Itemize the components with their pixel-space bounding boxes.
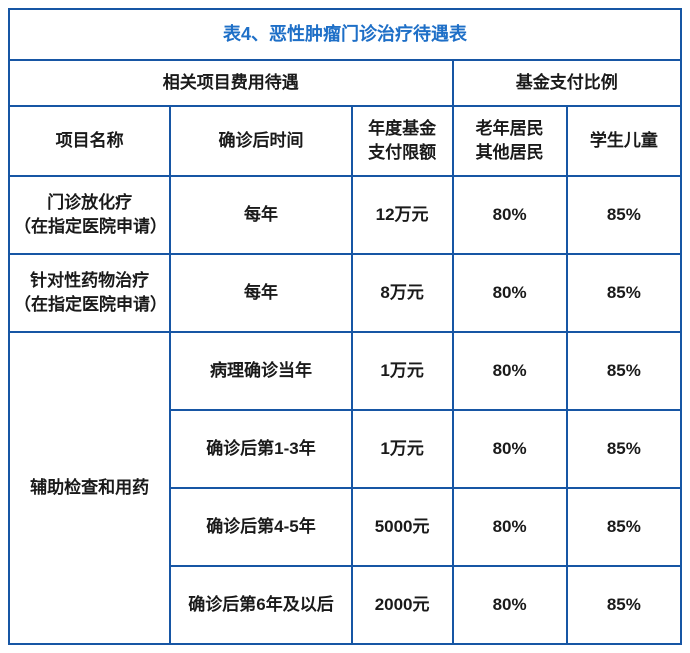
cell-limit: 2000元 bbox=[352, 566, 453, 644]
cell-time: 确诊后第1-3年 bbox=[170, 410, 351, 488]
header-elder-l2: 其他居民 bbox=[476, 143, 544, 162]
cell-elder: 80% bbox=[453, 566, 567, 644]
cell-time: 确诊后第6年及以后 bbox=[170, 566, 351, 644]
project-l2: （在指定医院申请） bbox=[14, 217, 167, 236]
cell-time: 确诊后第4-5年 bbox=[170, 488, 351, 566]
cell-time: 病理确诊当年 bbox=[170, 332, 351, 410]
header-limit-l2: 支付限额 bbox=[368, 143, 436, 162]
cell-project: 针对性药物治疗 （在指定医院申请） bbox=[9, 254, 170, 332]
treatment-table: 表4、恶性肿瘤门诊治疗待遇表 相关项目费用待遇 基金支付比例 项目名称 确诊后时… bbox=[8, 8, 682, 645]
table-title: 表4、恶性肿瘤门诊治疗待遇表 bbox=[9, 9, 681, 60]
cell-limit: 12万元 bbox=[352, 176, 453, 254]
header-elder: 老年居民 其他居民 bbox=[453, 106, 567, 176]
header-student: 学生儿童 bbox=[567, 106, 681, 176]
cell-elder: 80% bbox=[453, 176, 567, 254]
project-l2: （在指定医院申请） bbox=[14, 295, 167, 314]
project-l1: 针对性药物治疗 bbox=[30, 271, 149, 290]
header-limit: 年度基金 支付限额 bbox=[352, 106, 453, 176]
cell-student: 85% bbox=[567, 254, 681, 332]
cell-elder: 80% bbox=[453, 410, 567, 488]
table-row: 门诊放化疗 （在指定医院申请） 每年 12万元 80% 85% bbox=[9, 176, 681, 254]
cell-student: 85% bbox=[567, 566, 681, 644]
cell-project-merged: 辅助检查和用药 bbox=[9, 332, 170, 644]
cell-limit: 1万元 bbox=[352, 410, 453, 488]
table-row: 辅助检查和用药 病理确诊当年 1万元 80% 85% bbox=[9, 332, 681, 410]
cell-student: 85% bbox=[567, 332, 681, 410]
cell-elder: 80% bbox=[453, 332, 567, 410]
table-row: 针对性药物治疗 （在指定医院申请） 每年 8万元 80% 85% bbox=[9, 254, 681, 332]
header-group-right: 基金支付比例 bbox=[453, 60, 682, 106]
cell-elder: 80% bbox=[453, 488, 567, 566]
header-project: 项目名称 bbox=[9, 106, 170, 176]
cell-elder: 80% bbox=[453, 254, 567, 332]
cell-student: 85% bbox=[567, 410, 681, 488]
header-time: 确诊后时间 bbox=[170, 106, 351, 176]
cell-student: 85% bbox=[567, 488, 681, 566]
cell-student: 85% bbox=[567, 176, 681, 254]
cell-limit: 1万元 bbox=[352, 332, 453, 410]
cell-limit: 8万元 bbox=[352, 254, 453, 332]
header-limit-l1: 年度基金 bbox=[368, 119, 436, 138]
project-l1: 门诊放化疗 bbox=[47, 193, 132, 212]
cell-limit: 5000元 bbox=[352, 488, 453, 566]
header-elder-l1: 老年居民 bbox=[476, 119, 544, 138]
cell-time: 每年 bbox=[170, 254, 351, 332]
cell-project: 门诊放化疗 （在指定医院申请） bbox=[9, 176, 170, 254]
cell-time: 每年 bbox=[170, 176, 351, 254]
header-group-left: 相关项目费用待遇 bbox=[9, 60, 453, 106]
